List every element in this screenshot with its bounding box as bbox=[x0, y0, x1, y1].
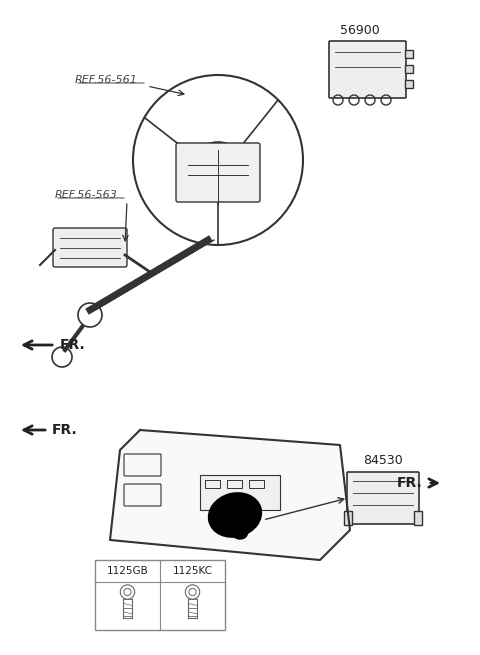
Text: FR.: FR. bbox=[60, 338, 86, 352]
Bar bbox=[344, 511, 352, 525]
Text: FR.: FR. bbox=[52, 423, 78, 437]
Ellipse shape bbox=[232, 527, 248, 539]
Bar bbox=[227, 480, 242, 488]
Bar bbox=[95, 560, 225, 630]
Bar bbox=[405, 65, 413, 73]
FancyBboxPatch shape bbox=[53, 228, 127, 267]
Text: 56900: 56900 bbox=[340, 24, 380, 37]
Text: 1125KC: 1125KC bbox=[172, 566, 213, 576]
Text: 84530: 84530 bbox=[363, 453, 403, 466]
Text: FR.: FR. bbox=[397, 476, 423, 490]
Polygon shape bbox=[110, 430, 350, 560]
FancyBboxPatch shape bbox=[329, 41, 406, 98]
FancyBboxPatch shape bbox=[176, 143, 260, 202]
Text: 1125GB: 1125GB bbox=[107, 566, 148, 576]
Bar bbox=[200, 475, 280, 510]
FancyBboxPatch shape bbox=[347, 472, 419, 524]
Bar bbox=[414, 511, 422, 525]
Text: REF.56-561: REF.56-561 bbox=[75, 75, 138, 85]
Bar bbox=[205, 480, 220, 488]
Bar bbox=[405, 50, 413, 58]
Bar bbox=[249, 480, 264, 488]
Bar bbox=[405, 80, 413, 88]
Ellipse shape bbox=[208, 492, 262, 538]
Text: REF.56-563: REF.56-563 bbox=[55, 190, 118, 200]
